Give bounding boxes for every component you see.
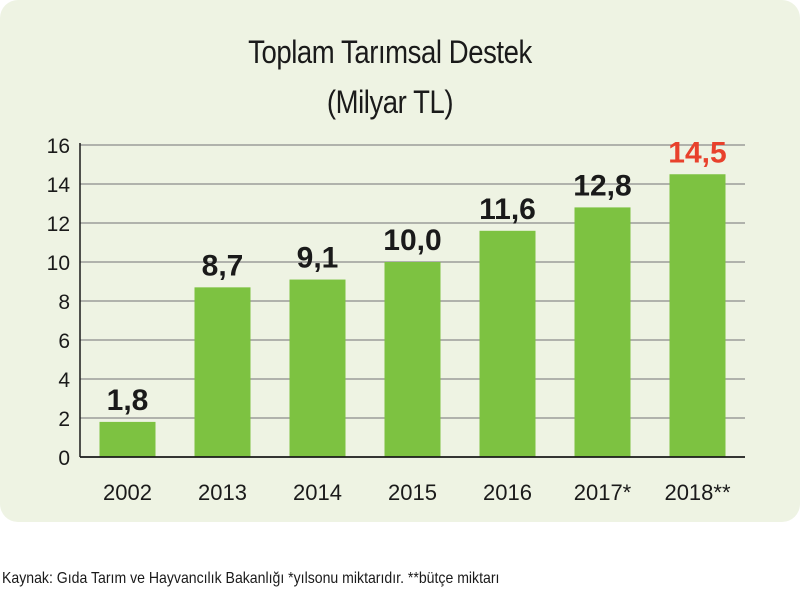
bar-value-label: 8,7 [202,249,244,282]
y-tick-label: 0 [58,447,70,470]
bar-value-label: 11,6 [479,193,536,226]
y-tick-label: 6 [58,330,70,353]
x-tick-label: 2015 [388,480,437,505]
x-tick-label: 2014 [293,480,342,505]
bar [289,279,346,457]
bar [574,207,631,457]
source-note: Kaynak: Gıda Tarım ve Hayvancılık Bakanl… [2,570,500,587]
bar [479,230,536,457]
bar-value-label: 12,8 [573,169,631,202]
y-tick-label: 2 [58,408,70,431]
y-tick-label: 16 [47,135,70,158]
y-tick-label: 14 [47,174,71,197]
x-tick-label: 2013 [198,480,247,505]
y-tick-label: 8 [58,291,70,314]
bar-chart: 0 2 4 6 8 10 12 14 16 1,8 2002 8,7 2013 9,1 2014 10,0 20… [47,135,745,505]
bar-value-label: 10,0 [383,224,441,257]
x-tick-label: 2016 [483,480,532,505]
chart-title: Toplam Tarımsal Destek [248,34,532,70]
chart-subtitle: (Milyar TL) [326,84,454,120]
y-tick-label: 4 [58,369,70,392]
x-tick-label: 2018** [664,480,731,505]
bar [384,262,441,457]
bar [669,174,726,457]
bar-value-label: 9,1 [297,242,339,275]
y-tick-label: 12 [47,213,70,236]
bar-value-label: 14,5 [668,136,726,169]
x-tick-label: 2002 [103,480,152,505]
bar-value-label: 1,8 [107,384,149,417]
bar [99,421,156,457]
bar [194,287,251,457]
y-tick-label: 10 [47,252,70,275]
x-tick-label: 2017* [574,480,632,505]
